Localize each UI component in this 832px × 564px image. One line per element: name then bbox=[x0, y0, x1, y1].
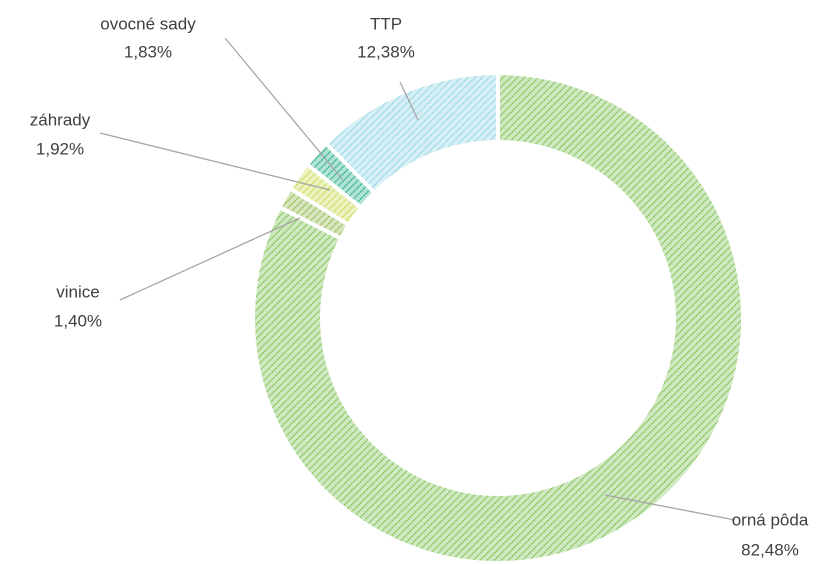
data-label-value: 1,83% bbox=[124, 42, 172, 61]
data-label-value: 1,40% bbox=[54, 311, 102, 330]
data-label-value: 1,92% bbox=[36, 139, 84, 158]
donut-segment bbox=[323, 70, 500, 196]
data-label-name: orná pôda bbox=[732, 510, 809, 529]
data-label-value: 12,38% bbox=[357, 42, 415, 61]
data-label-name: záhrady bbox=[30, 110, 91, 129]
data-label-name: vinice bbox=[56, 282, 99, 301]
leader-line bbox=[604, 494, 736, 521]
leader-line bbox=[399, 81, 419, 121]
leader-line bbox=[99, 132, 331, 191]
donut-segment bbox=[251, 70, 745, 564]
data-label-name: ovocné sady bbox=[100, 14, 196, 33]
leader-line bbox=[224, 37, 344, 181]
data-label-name: TTP bbox=[370, 14, 402, 33]
data-label-value: 82,48% bbox=[741, 540, 799, 559]
leader-line bbox=[119, 217, 301, 301]
